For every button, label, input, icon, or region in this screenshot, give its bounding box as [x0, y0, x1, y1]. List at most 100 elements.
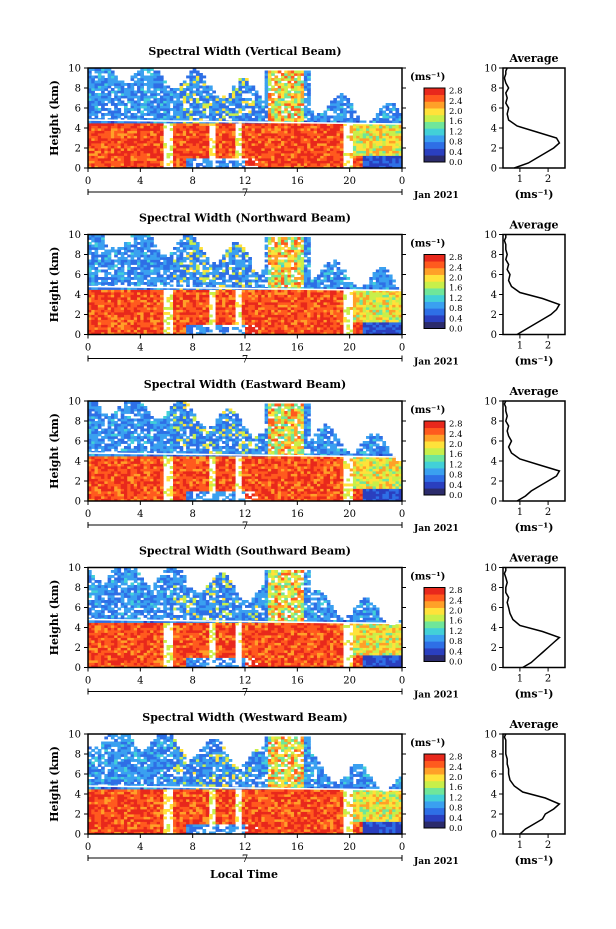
heatmap-cell	[248, 319, 252, 323]
heatmap-cell	[218, 150, 223, 154]
heatmap-cell	[280, 153, 285, 156]
heatmap-cell	[316, 140, 321, 144]
heatmap-cell	[117, 158, 122, 161]
heatmap-cell	[307, 239, 311, 243]
heatmap-cell	[215, 277, 220, 280]
heatmap-cell	[251, 304, 256, 308]
heatmap-cell	[245, 307, 249, 310]
heatmap-cell	[104, 103, 109, 106]
heatmap-cell	[258, 332, 262, 335]
heatmap-cell	[258, 155, 262, 159]
heatmap-cell	[205, 289, 210, 293]
heatmap-cell	[176, 292, 180, 295]
heatmap-cell	[91, 327, 95, 330]
heatmap-cell	[215, 317, 220, 320]
heatmap-cell	[189, 90, 194, 94]
heatmap-cell	[146, 68, 151, 71]
heatmap-cell	[97, 120, 102, 124]
heatmap-cell	[91, 302, 95, 305]
heatmap-cell	[241, 284, 246, 288]
heatmap-cell	[320, 158, 324, 161]
heatmap-cell	[205, 105, 210, 109]
heatmap-cell	[107, 95, 112, 99]
heatmap-cell	[294, 242, 298, 245]
heatmap-cell	[395, 163, 400, 166]
heatmap-cell	[235, 113, 239, 116]
heatmap-cell	[120, 138, 125, 141]
heatmap-cell	[133, 302, 138, 305]
heatmap-cell	[182, 247, 187, 250]
heatmap-cell	[104, 282, 109, 285]
heatmap-cell	[192, 98, 197, 101]
heatmap-cell	[114, 130, 118, 134]
heatmap-cell	[349, 138, 354, 141]
heatmap-cell	[153, 160, 158, 164]
heatmap-cell	[186, 108, 190, 111]
heatmap-cell	[303, 133, 308, 136]
heatmap-cell	[104, 324, 109, 328]
heatmap-cell	[94, 267, 99, 270]
heatmap-cell	[101, 145, 105, 149]
heatmap-cell	[202, 150, 207, 154]
heatmap-cell	[303, 123, 308, 126]
heatmap-cell	[97, 309, 102, 313]
heatmap-cell	[366, 153, 370, 156]
heatmap-cell	[189, 237, 194, 240]
heatmap-cell	[202, 158, 207, 161]
heatmap-cell	[297, 284, 301, 288]
heatmap-cell	[117, 309, 122, 313]
heatmap-cell	[339, 145, 344, 149]
heatmap-cell	[182, 163, 187, 166]
heatmap-cell	[137, 324, 141, 328]
heatmap-cell	[182, 138, 187, 141]
heatmap-cell	[274, 110, 279, 114]
heatmap-cell	[241, 153, 246, 156]
heatmap-cell	[123, 138, 128, 141]
heatmap-cell	[88, 125, 92, 129]
heatmap-cell	[97, 314, 102, 318]
heatmap-cell	[176, 155, 180, 159]
heatmap-cell	[267, 272, 272, 275]
heatmap-cell	[120, 257, 125, 260]
heatmap-cell	[159, 262, 164, 265]
heatmap-cell	[133, 153, 138, 156]
heatmap-cell	[192, 110, 197, 114]
heatmap-cell	[88, 163, 92, 166]
heatmap-cell	[186, 88, 190, 91]
heatmap-cell	[127, 319, 131, 323]
heatmap-cell	[261, 130, 266, 134]
heatmap-cell	[91, 259, 95, 263]
heatmap-cell	[303, 163, 308, 166]
heatmap-cell	[258, 110, 262, 114]
heatmap-cell	[326, 138, 331, 141]
heatmap-cell	[91, 307, 95, 310]
heatmap-cell	[209, 165, 213, 168]
heatmap-cell	[199, 274, 203, 278]
heatmap-cell	[241, 322, 246, 325]
heatmap-cell	[382, 163, 387, 166]
heatmap-cell	[202, 90, 207, 94]
heatmap-cell	[297, 90, 301, 94]
heatmap-cell	[182, 95, 187, 99]
heatmap-cell	[339, 140, 344, 144]
heatmap-cell	[137, 138, 141, 141]
heatmap-cell	[127, 259, 131, 263]
heatmap-cell	[307, 262, 311, 265]
heatmap-cell	[202, 309, 207, 313]
heatmap-cell	[274, 307, 279, 310]
heatmap-cell	[153, 272, 158, 275]
heatmap-cell	[202, 299, 207, 303]
heatmap-cell	[388, 115, 393, 119]
heatmap-cell	[127, 130, 131, 134]
heatmap-cell	[271, 324, 275, 328]
heatmap-cell	[153, 93, 158, 96]
heatmap-cell	[212, 264, 216, 268]
heatmap-cell	[173, 297, 177, 300]
heatmap-cell	[218, 309, 223, 313]
heatmap-cell	[339, 133, 344, 136]
heatmap-cell	[287, 113, 292, 116]
heatmap-cell	[385, 158, 390, 161]
heatmap-cell	[326, 115, 331, 119]
heatmap-cell	[104, 317, 109, 320]
heatmap-cell	[222, 292, 226, 295]
